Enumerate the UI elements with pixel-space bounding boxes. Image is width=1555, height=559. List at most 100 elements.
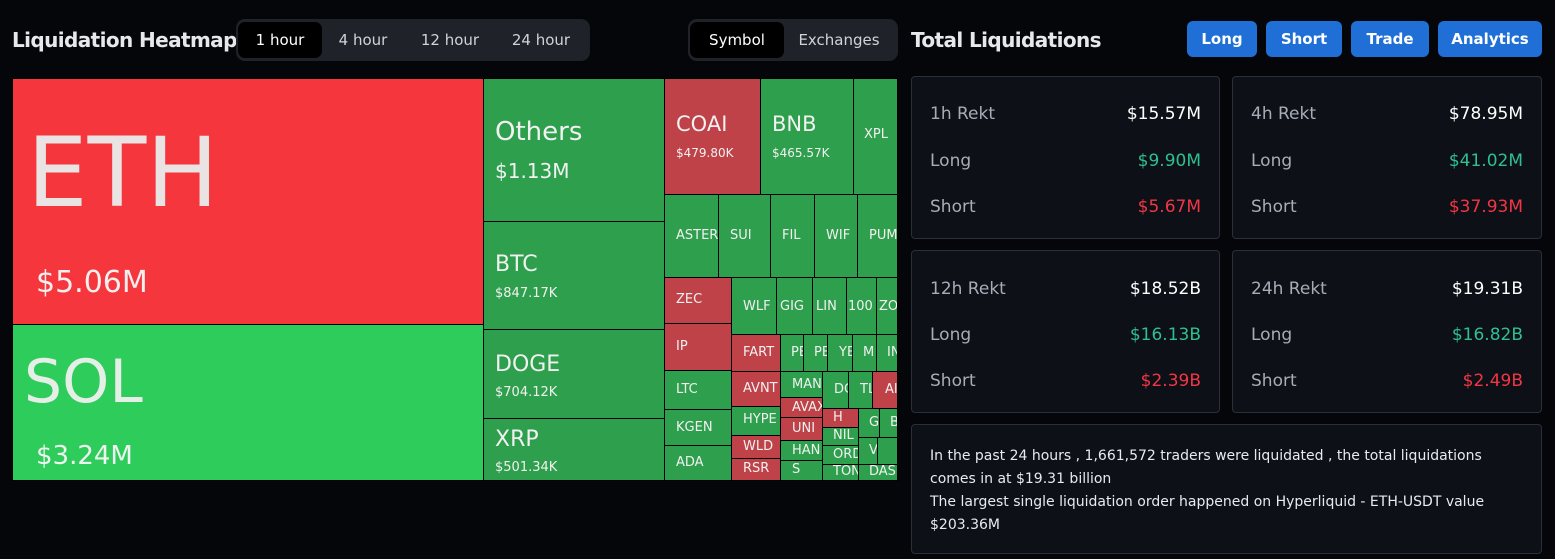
- tile-coai-name: COAI: [676, 112, 728, 136]
- tile-uni[interactable]: UNI: [780, 417, 823, 441]
- tile-wlf[interactable]: WLF: [731, 277, 777, 335]
- tab-symbol[interactable]: Symbol: [690, 22, 784, 58]
- short-label: Short: [1251, 197, 1297, 217]
- tile-avax-name: AVAX: [792, 400, 823, 415]
- tile-sui-name: SUI: [730, 228, 752, 243]
- heatmap-title: Liquidation Heatmap: [12, 28, 237, 52]
- tile-pum[interactable]: PUM: [857, 194, 898, 278]
- tile-coai-value: $479.80K: [676, 146, 734, 160]
- tile-fil[interactable]: FIL: [770, 194, 815, 278]
- tile-zo-name: ZO: [879, 299, 898, 314]
- tile-nil[interactable]: NIL: [822, 427, 859, 446]
- tile-aster[interactable]: ASTER: [664, 194, 719, 278]
- tile-ip-name: IP: [676, 339, 688, 354]
- tile-aster-name: ASTER: [676, 228, 719, 243]
- tile-xrp-name: XRP: [495, 427, 539, 452]
- tile-pe-1[interactable]: PE: [780, 334, 804, 372]
- tile-kgen[interactable]: KGEN: [664, 409, 732, 446]
- rekt-card-1h: 1h Rekt $15.57M Long $9.90M Short $5.67M: [911, 76, 1220, 239]
- tile-h[interactable]: H: [822, 408, 859, 428]
- tile-hype[interactable]: HYPE: [731, 406, 781, 436]
- tab-exchanges[interactable]: Exchanges: [798, 31, 880, 49]
- tile-bnb[interactable]: BNB $465.57K: [760, 78, 854, 195]
- tile-doge[interactable]: DOGE $704.12K: [483, 329, 665, 419]
- tile-pe-2-name: PE: [814, 345, 827, 360]
- tab-1-hour[interactable]: 1 hour: [238, 22, 322, 58]
- tile-uni-name: UNI: [792, 421, 816, 436]
- rekt-card-4h: 4h Rekt $78.95M Long $41.02M Short $37.93M: [1232, 76, 1542, 239]
- tile-in-name: IN: [887, 345, 897, 360]
- card-title: 24h Rekt: [1251, 279, 1327, 299]
- tile-zo[interactable]: ZO: [876, 277, 898, 335]
- tile-ton[interactable]: TON: [822, 464, 859, 481]
- tile-xpl[interactable]: XPL: [853, 78, 898, 195]
- tile-avax[interactable]: AVAX: [780, 397, 823, 418]
- tile-ord[interactable]: ORD: [822, 445, 859, 465]
- tile-b[interactable]: B: [879, 408, 898, 438]
- tile-ai-name: AI: [885, 382, 898, 397]
- long-value: $9.90M: [1137, 151, 1201, 171]
- tab-12-hour[interactable]: 12 hour: [420, 31, 480, 49]
- tile-doge-value: $704.12K: [495, 385, 558, 400]
- tile-rsr[interactable]: RSR: [731, 458, 781, 481]
- tile-s[interactable]: S: [780, 460, 823, 481]
- tile-h-name: H: [833, 410, 843, 425]
- tile-ltc[interactable]: LTC: [664, 370, 732, 410]
- tile-xrp[interactable]: XRP $501.34K: [483, 418, 665, 481]
- tile-wif[interactable]: WIF: [814, 194, 858, 278]
- group-selector: Symbol Exchanges: [688, 19, 898, 61]
- tile-dc[interactable]: DC: [822, 371, 849, 409]
- trade-button[interactable]: Trade: [1351, 21, 1429, 57]
- tile-ai[interactable]: AI: [872, 371, 898, 409]
- tile-han[interactable]: HAN: [780, 440, 823, 461]
- tile-bnb-name: BNB: [772, 112, 817, 136]
- tile-wld-name: WLD: [743, 439, 774, 454]
- tile-pe-2[interactable]: PE: [803, 334, 828, 372]
- tile-eth-name: ETH: [27, 117, 219, 229]
- tile-in[interactable]: IN: [876, 334, 898, 372]
- tile-eth[interactable]: ETH $5.06M: [12, 78, 484, 325]
- card-title: 1h Rekt: [930, 104, 996, 124]
- tile-zec[interactable]: ZEC: [664, 277, 732, 324]
- tile-gig[interactable]: GIG: [776, 277, 813, 335]
- short-button[interactable]: Short: [1266, 21, 1342, 57]
- tile-wld[interactable]: WLD: [731, 435, 781, 459]
- tile-ltc-name: LTC: [676, 382, 698, 397]
- tab-24-hour[interactable]: 24 hour: [511, 31, 571, 49]
- tile-man[interactable]: MAN: [780, 371, 823, 398]
- tile-v[interactable]: V: [858, 437, 878, 465]
- short-value: $2.39B: [1140, 371, 1201, 391]
- tile-das[interactable]: DAS: [858, 464, 898, 481]
- tile-btc[interactable]: BTC $847.17K: [483, 221, 665, 330]
- tab-4-hour[interactable]: 4 hour: [338, 31, 388, 49]
- tile-tl[interactable]: TL: [848, 371, 873, 409]
- tile-ip[interactable]: IP: [664, 323, 732, 371]
- tile-kgen-name: KGEN: [676, 420, 713, 435]
- liquidation-heatmap: ETH $5.06M SOL $3.24M Others $1.13M BTC …: [12, 78, 898, 481]
- tile-others-name: Others: [495, 117, 583, 147]
- long-button[interactable]: Long: [1187, 21, 1257, 57]
- analytics-button[interactable]: Analytics: [1438, 21, 1542, 57]
- tile-fil-name: FIL: [782, 228, 801, 243]
- tile-avnt[interactable]: AVNT: [731, 371, 781, 407]
- tile-m[interactable]: M: [852, 334, 877, 372]
- tile-100[interactable]: 100: [846, 277, 877, 335]
- tile-fart[interactable]: FART: [731, 334, 781, 372]
- tile-lin[interactable]: LIN: [812, 277, 847, 335]
- tile-sui[interactable]: SUI: [718, 194, 771, 278]
- tile-coai[interactable]: COAI $479.80K: [664, 78, 761, 195]
- long-label: Long: [1251, 151, 1293, 171]
- tile-ada[interactable]: ADA: [664, 445, 732, 481]
- tile-v-name: V: [869, 443, 878, 458]
- tile-others[interactable]: Others $1.13M: [483, 78, 665, 222]
- tile-sol[interactable]: SOL $3.24M: [12, 324, 484, 481]
- tile-g[interactable]: G: [858, 408, 880, 438]
- tile-wlf-name: WLF: [743, 299, 771, 314]
- tile-g-name: G: [869, 415, 880, 430]
- tile-zec-name: ZEC: [676, 292, 703, 307]
- long-value: $16.13B: [1129, 325, 1201, 345]
- tile-rsr-name: RSR: [743, 461, 770, 476]
- tile-b-name: B: [890, 415, 897, 430]
- tile-ye[interactable]: YE: [827, 334, 853, 372]
- tile-unlabeled: [877, 437, 898, 465]
